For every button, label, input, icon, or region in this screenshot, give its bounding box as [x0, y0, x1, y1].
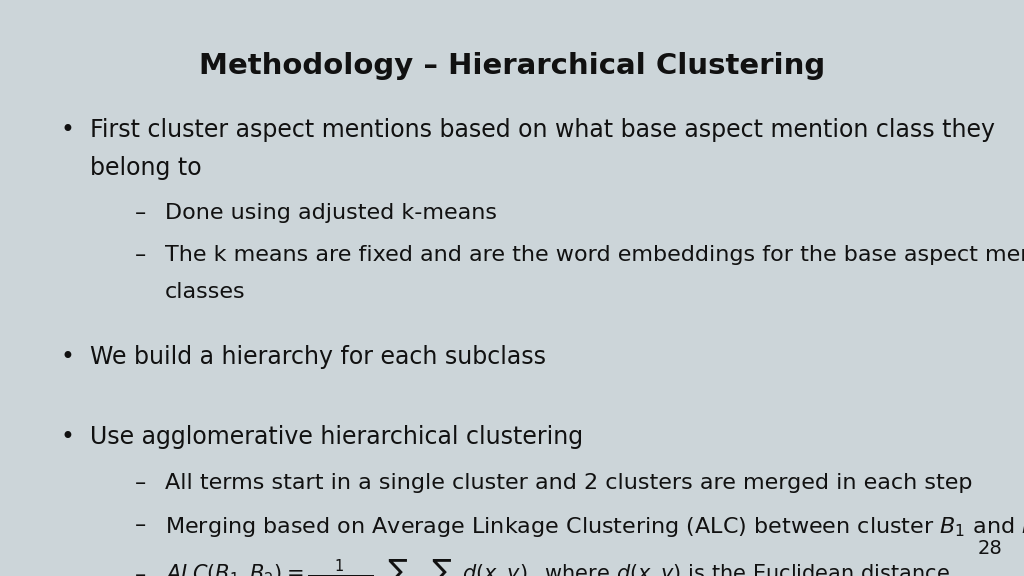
Text: •: •	[60, 345, 74, 369]
Text: •: •	[60, 118, 74, 142]
Text: •: •	[60, 425, 74, 449]
Text: Merging based on Average Linkage Clustering (ALC) between cluster $B_1$ and $B_2: Merging based on Average Linkage Cluster…	[165, 515, 1024, 539]
Text: All terms start in a single cluster and 2 clusters are merged in each step: All terms start in a single cluster and …	[165, 473, 973, 493]
Text: Methodology – Hierarchical Clustering: Methodology – Hierarchical Clustering	[199, 52, 825, 80]
Text: classes: classes	[165, 282, 246, 302]
Text: belong to: belong to	[90, 156, 202, 180]
Text: –: –	[135, 245, 146, 265]
Text: –: –	[135, 203, 146, 223]
Text: –: –	[135, 565, 146, 576]
Text: –: –	[135, 473, 146, 493]
Text: The k means are fixed and are the word embeddings for the base aspect mention: The k means are fixed and are the word e…	[165, 245, 1024, 265]
Text: We build a hierarchy for each subclass: We build a hierarchy for each subclass	[90, 345, 546, 369]
Text: 28: 28	[977, 539, 1002, 558]
Text: Use agglomerative hierarchical clustering: Use agglomerative hierarchical clusterin…	[90, 425, 583, 449]
Text: $\mathit{ALC}(B_1, B_2) = \frac{1}{|B_1| \cdot |B_2|}\sum_{x \in B_1} \sum_{y \i: $\mathit{ALC}(B_1, B_2) = \frac{1}{|B_1|…	[165, 557, 950, 576]
Text: Done using adjusted k-means: Done using adjusted k-means	[165, 203, 497, 223]
Text: First cluster aspect mentions based on what base aspect mention class they: First cluster aspect mentions based on w…	[90, 118, 995, 142]
Text: –: –	[135, 515, 146, 535]
